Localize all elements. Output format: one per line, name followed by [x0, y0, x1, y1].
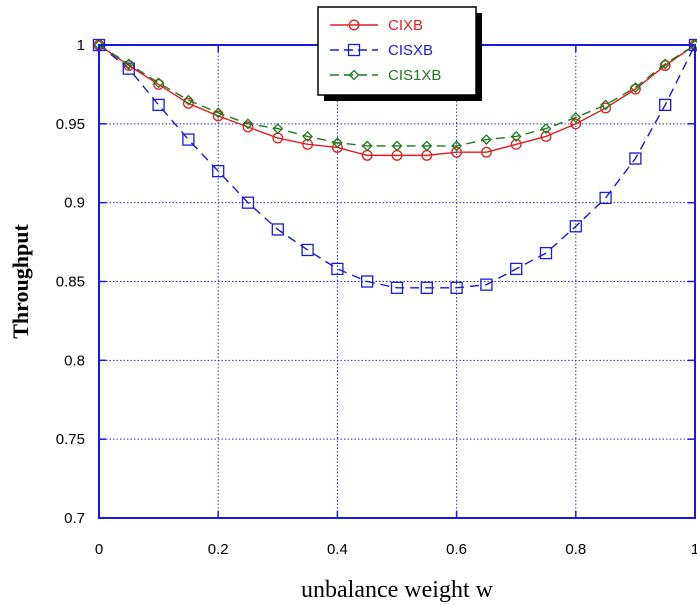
data-point: [391, 140, 403, 152]
data-point: [182, 133, 195, 146]
data-point: [539, 246, 553, 260]
legend-box: [317, 6, 477, 96]
data-point: [599, 191, 612, 205]
data-point: [348, 19, 360, 31]
data-point: [152, 98, 165, 112]
data-point: [301, 243, 314, 257]
data-point: [361, 140, 373, 152]
y-tick-label: 0.9: [64, 195, 85, 212]
data-point: [182, 97, 194, 109]
series-line: [98, 44, 696, 157]
data-point: [629, 83, 641, 95]
series-cisxb: [92, 38, 697, 294]
data-point: [271, 223, 284, 236]
data-point: [451, 146, 463, 158]
x-tick-label: 0.4: [327, 541, 348, 558]
data-point: [331, 262, 344, 276]
y-tick-label: 0.85: [56, 274, 85, 291]
data-point: [659, 60, 671, 71]
y-tick-label: 0.8: [64, 352, 85, 369]
data-point: [510, 131, 522, 142]
tick-layer: 0 0.2 0.4 0.6 0.8 1 0.7 0.75 0.8 0.85 0.9 0.95 1: [56, 37, 697, 558]
data-point: [540, 123, 552, 134]
data-point: [600, 102, 612, 114]
data-point: [212, 110, 224, 122]
x-axis-title: unbalance weight w: [301, 577, 494, 603]
data-point: [629, 82, 641, 93]
data-point: [451, 140, 463, 152]
data-point: [212, 164, 225, 178]
data-point: [510, 138, 522, 150]
data-point: [569, 220, 582, 233]
data-point: [331, 137, 343, 149]
series-line: [98, 44, 696, 147]
data-point: [348, 69, 360, 81]
data-point: [421, 140, 433, 152]
y-tick-label: 0.95: [56, 116, 85, 133]
y-axis-title: Throughput: [8, 224, 33, 339]
data-point: [182, 94, 194, 106]
series-cis1xb: [93, 39, 697, 152]
data-point: [212, 107, 224, 119]
data-point: [659, 98, 672, 112]
data-point: [480, 146, 492, 158]
x-tick-label: 0: [95, 541, 103, 558]
data-point: [450, 281, 463, 294]
data-point: [570, 118, 582, 130]
x-tick-label: 0.8: [565, 541, 586, 558]
series-line: [98, 44, 696, 289]
data-point: [659, 58, 671, 70]
x-tick-label: 0.2: [208, 541, 229, 558]
data-point: [480, 134, 492, 146]
series-cixb: [93, 39, 697, 161]
legend-label: CISXB: [388, 42, 433, 59]
grid: [98, 44, 696, 519]
data-point: [510, 262, 523, 276]
data-point: [302, 131, 314, 142]
data-point: [242, 118, 254, 130]
data-point: [302, 138, 314, 150]
data-point: [540, 130, 552, 142]
data-point: [600, 99, 612, 111]
series-layer: [92, 38, 697, 294]
data-point: [153, 77, 165, 89]
data-point: [241, 196, 255, 209]
data-point: [390, 281, 404, 294]
y-tick-label: 0.7: [64, 510, 85, 527]
data-point: [347, 43, 361, 57]
y-tick-label: 1: [77, 37, 85, 54]
y-tick-label: 0.75: [56, 431, 85, 448]
data-point: [153, 78, 165, 90]
data-point: [480, 278, 493, 291]
data-point: [629, 152, 642, 165]
data-point: [570, 112, 582, 123]
data-point: [242, 121, 254, 133]
legend-label: CIS1XB: [388, 67, 441, 84]
data-point: [361, 275, 374, 288]
x-tick-label: 0.6: [446, 541, 467, 558]
data-point: [123, 58, 135, 70]
legend: CIXB CISXB CIS1XB: [317, 6, 482, 101]
legend-label: CIXB: [388, 17, 423, 34]
x-tick-label: 1: [691, 541, 697, 558]
data-point: [272, 123, 284, 134]
data-point: [420, 281, 433, 294]
